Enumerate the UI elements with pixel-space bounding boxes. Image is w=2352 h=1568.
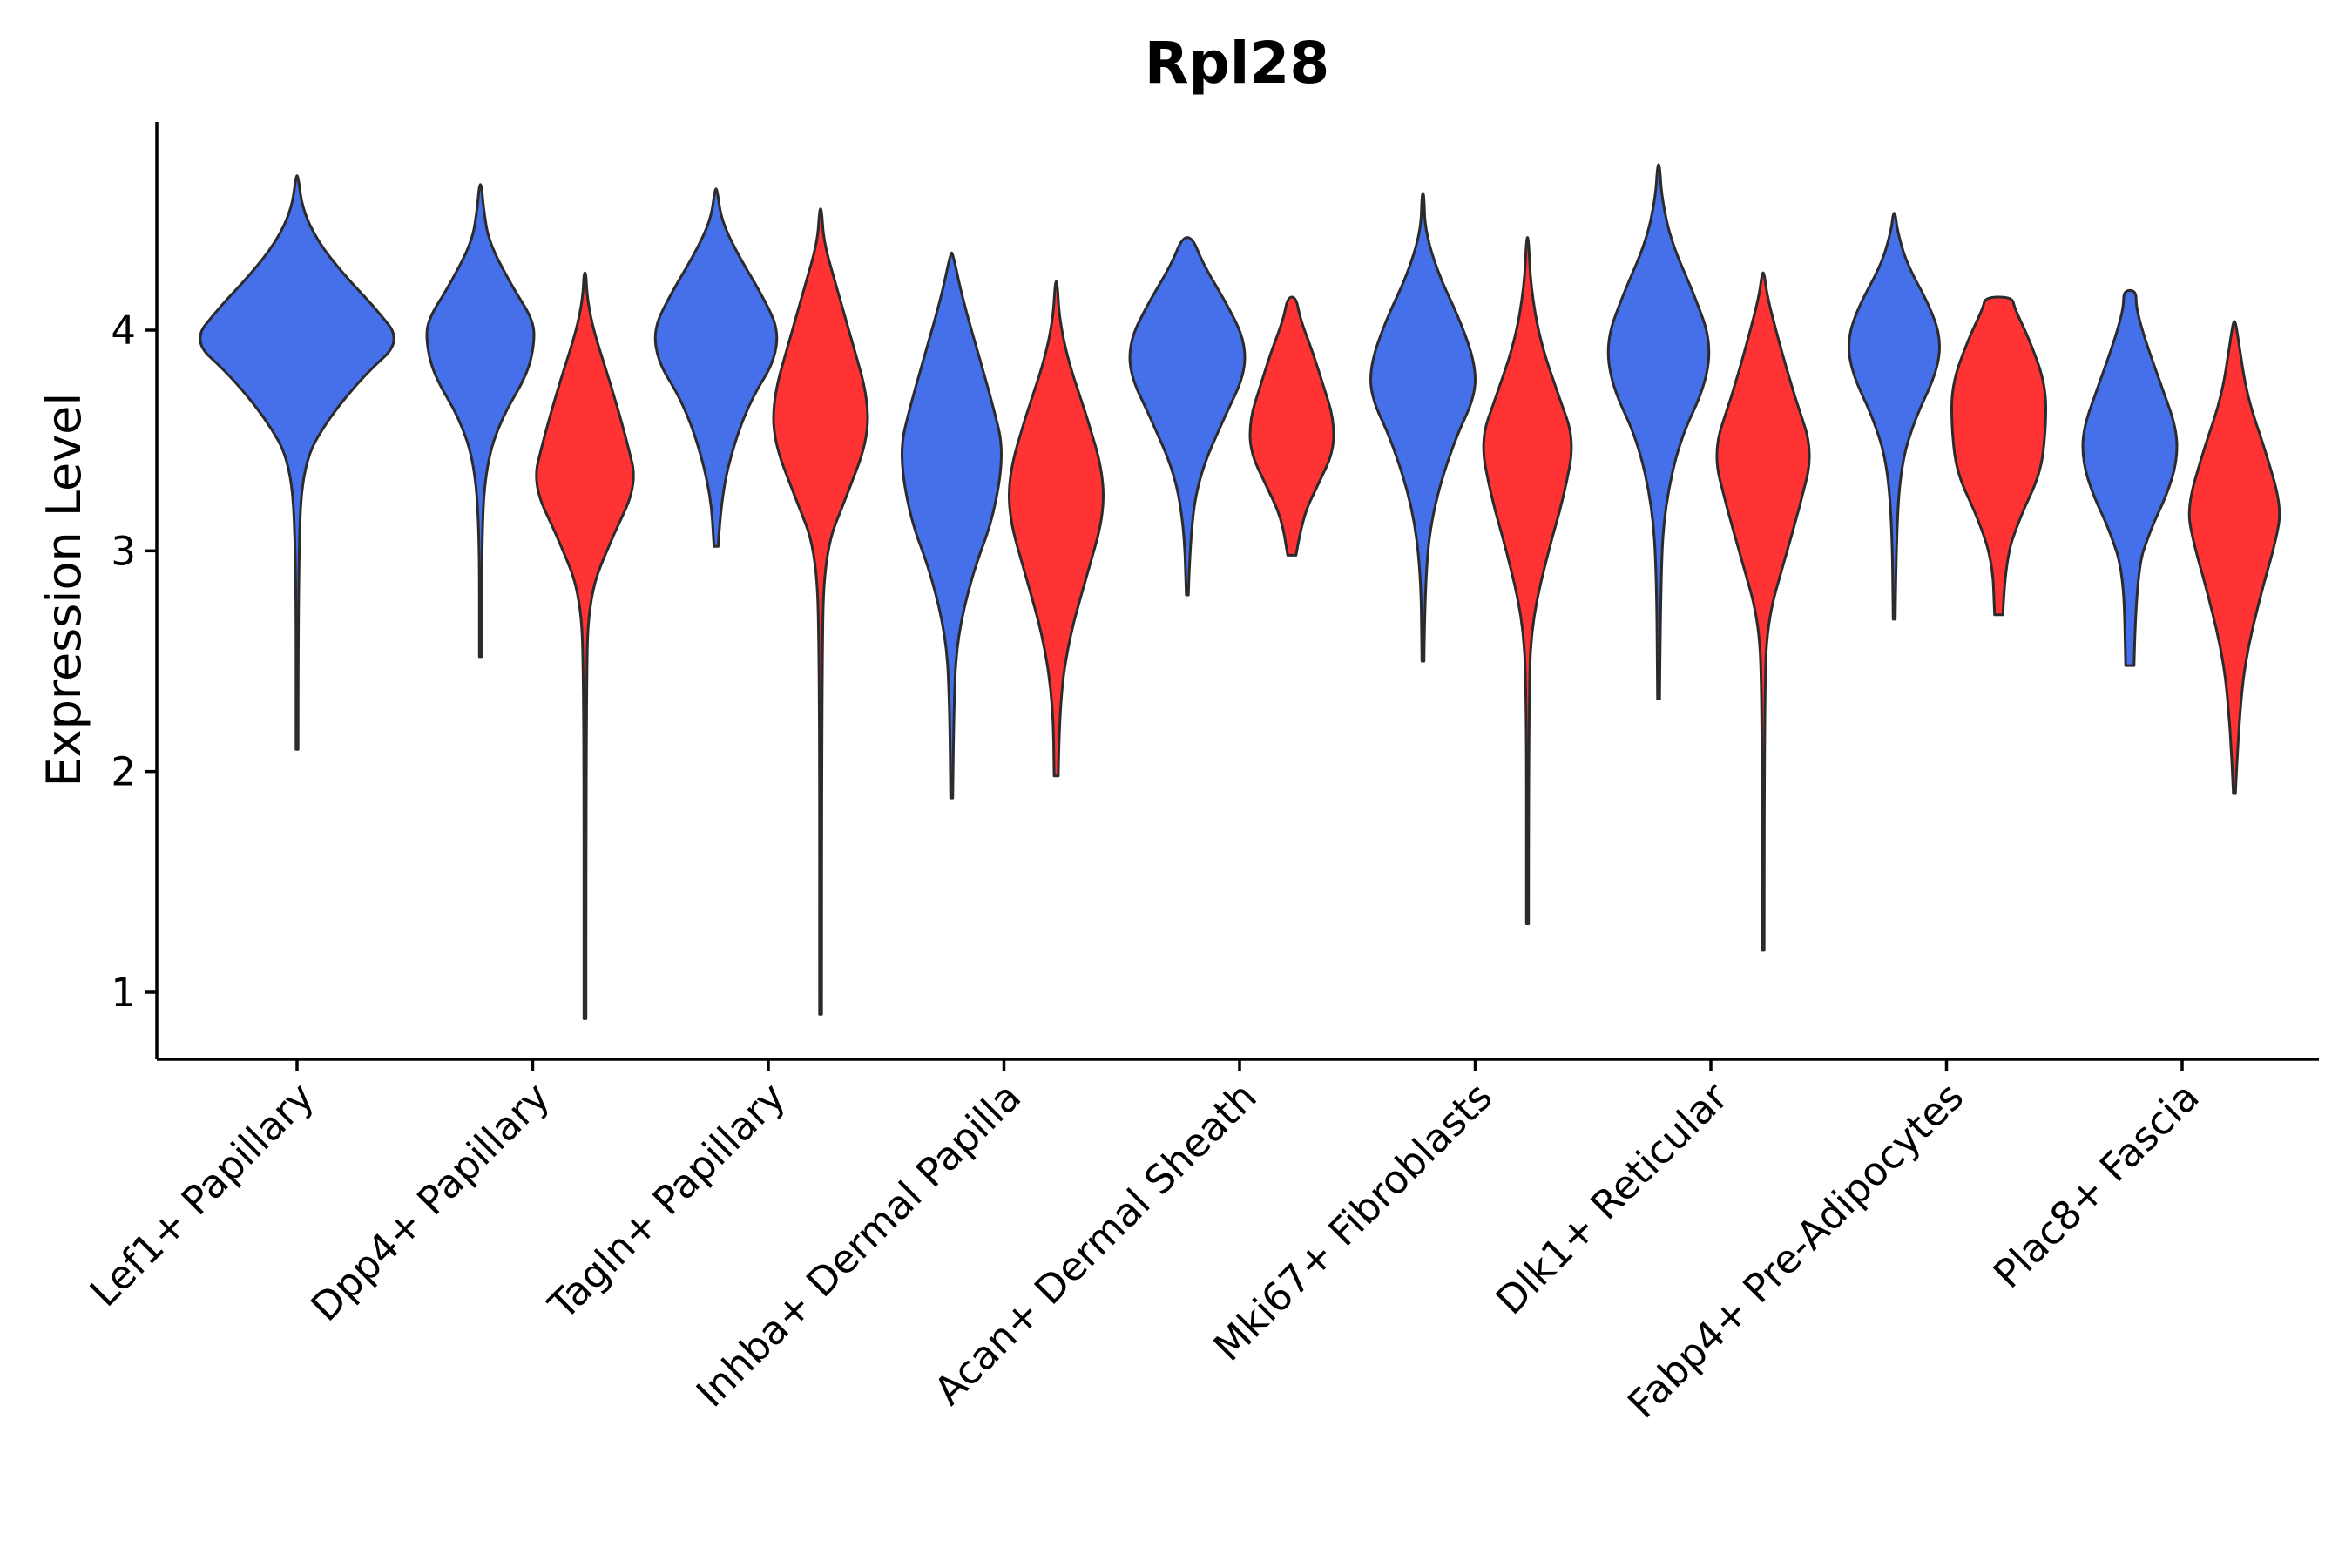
violin-1-cat-5 xyxy=(1128,236,1247,597)
violin-1-cat-2 xyxy=(425,183,536,659)
chart-title: Rpl28 xyxy=(1145,30,1330,97)
violin-2-cat-3 xyxy=(772,207,869,1016)
violin-2-cat-7 xyxy=(1715,271,1811,952)
x-tick-label: Dpp4+ Papillary xyxy=(301,1073,558,1330)
y-axis-label: Expression Level xyxy=(37,393,91,787)
x-tick-label: Plac8+ Fascia xyxy=(1984,1073,2208,1297)
violin-1-cat-8 xyxy=(1848,212,1941,621)
violin-2-cat-2 xyxy=(535,271,635,1020)
violin-2-cat-8 xyxy=(1950,295,2047,617)
violin-1-cat-3 xyxy=(653,187,779,548)
x-tick-label: Lef1+ Papillary xyxy=(81,1073,323,1315)
violin-1-cat-9 xyxy=(2081,288,2179,667)
violin-1-cat-4 xyxy=(901,251,1003,800)
x-tick-label: Dlk1+ Reticular xyxy=(1487,1073,1737,1323)
y-tick-label: 4 xyxy=(111,308,136,354)
violin-2-cat-4 xyxy=(1008,280,1105,778)
y-tick-label: 3 xyxy=(111,528,136,574)
violin-2-cat-9 xyxy=(2187,320,2281,795)
violin-1-cat-6 xyxy=(1369,192,1477,663)
y-tick-label: 2 xyxy=(111,749,136,795)
x-tick-label: Tagln+ Papillary xyxy=(539,1073,794,1328)
axes xyxy=(155,122,2319,1061)
y-tick-label: 1 xyxy=(111,970,136,1016)
y-ticks: 1 2 3 4 xyxy=(111,308,157,1016)
violin-1-cat-1 xyxy=(199,174,395,751)
violin-layer xyxy=(199,163,2281,1020)
violin-2-cat-6 xyxy=(1482,236,1573,925)
violin-1-cat-7 xyxy=(1606,163,1711,700)
violin-2-cat-5 xyxy=(1248,295,1335,557)
